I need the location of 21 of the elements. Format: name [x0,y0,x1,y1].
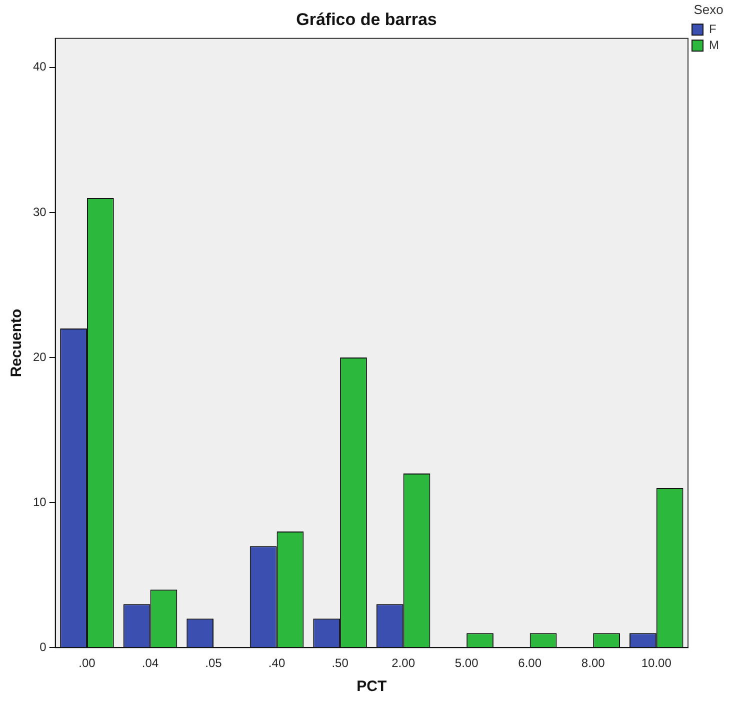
x-tick-label: 2.00 [392,656,416,670]
x-tick-label: .40 [268,656,286,670]
x-tick-label: 5.00 [454,656,479,670]
legend-title: Sexo [694,2,724,18]
x-axis-title: PCT [356,678,387,696]
legend-label: M [709,38,720,52]
x-tick-label: .50 [332,656,349,670]
legend-label: F [709,22,716,36]
x-tick-label: 10.00 [641,656,672,670]
chart-title: Gráfico de barras [296,10,437,29]
x-tick-label: .05 [205,656,222,670]
x-tick-label: .04 [142,656,159,670]
y-tick-label: 0 [40,640,47,654]
y-axis-title: Recuento [8,308,26,378]
y-tick-label: 30 [32,204,47,219]
y-tick-label: 20 [32,350,47,364]
x-tick-label: 6.00 [518,656,542,670]
y-tick-label: 10 [32,494,47,509]
x-tick-label: .00 [78,656,96,670]
x-tick-label: 8.00 [581,656,606,670]
y-tick-label: 40 [32,60,47,74]
